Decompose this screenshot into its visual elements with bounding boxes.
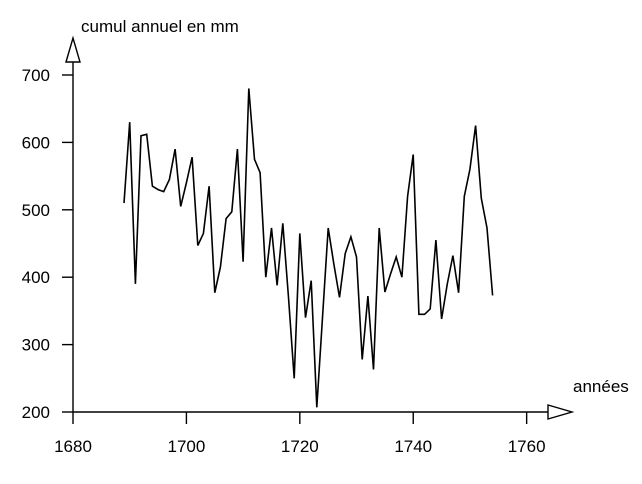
y-tick-label: 400: [22, 268, 50, 287]
y-tick-label: 500: [22, 201, 50, 220]
y-ticks: 200 300 400 500 600 700: [22, 66, 73, 422]
x-ticks: 1680 1700 1720 1740 1760: [54, 412, 546, 456]
x-tick-label: 1760: [508, 437, 546, 456]
series-line: [123, 88, 494, 408]
x-axis-title: années: [573, 377, 629, 396]
y-tick-label: 200: [22, 403, 50, 422]
y-tick-label: 300: [22, 336, 50, 355]
x-tick-label: 1740: [394, 437, 432, 456]
x-axis-arrow-icon: [547, 404, 575, 420]
y-tick-label: 700: [22, 66, 50, 85]
axes: [65, 35, 575, 420]
y-tick-label: 600: [22, 133, 50, 152]
x-tick-label: 1720: [281, 437, 319, 456]
x-tick-label: 1680: [54, 437, 92, 456]
x-tick-label: 1700: [167, 437, 205, 456]
y-axis-title: cumul annuel en mm: [81, 17, 239, 36]
y-axis-arrow-icon: [65, 35, 81, 63]
